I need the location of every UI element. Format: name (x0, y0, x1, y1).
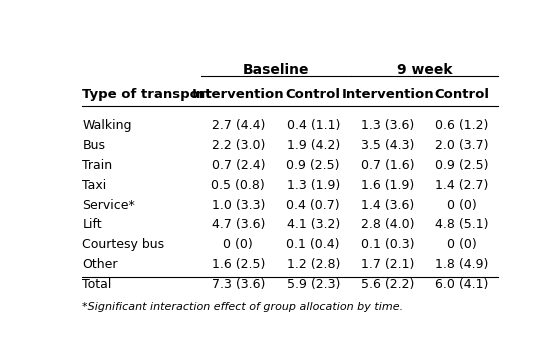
Text: 0.9 (2.5): 0.9 (2.5) (286, 159, 340, 172)
Text: Lift: Lift (82, 219, 102, 231)
Text: Taxi: Taxi (82, 179, 107, 192)
Text: 2.2 (3.0): 2.2 (3.0) (212, 139, 265, 152)
Text: *Significant interaction effect of group allocation by time.: *Significant interaction effect of group… (82, 302, 404, 312)
Text: 0.7 (2.4): 0.7 (2.4) (212, 159, 265, 172)
Text: Walking: Walking (82, 119, 132, 132)
Text: 0.4 (0.7): 0.4 (0.7) (286, 199, 340, 212)
Text: 4.7 (3.6): 4.7 (3.6) (212, 219, 265, 231)
Text: Control: Control (434, 88, 489, 101)
Text: 0.6 (1.2): 0.6 (1.2) (435, 119, 489, 132)
Text: 7.3 (3.6): 7.3 (3.6) (212, 278, 265, 291)
Text: Intervention: Intervention (192, 88, 285, 101)
Text: 0.4 (1.1): 0.4 (1.1) (286, 119, 340, 132)
Text: 9 week: 9 week (397, 63, 453, 77)
Text: 5.6 (2.2): 5.6 (2.2) (361, 278, 415, 291)
Text: 0 (0): 0 (0) (447, 199, 476, 212)
Text: 0 (0): 0 (0) (224, 238, 253, 251)
Text: 0.5 (0.8): 0.5 (0.8) (211, 179, 265, 192)
Text: 1.4 (3.6): 1.4 (3.6) (361, 199, 415, 212)
Text: 1.9 (4.2): 1.9 (4.2) (286, 139, 340, 152)
Text: 2.0 (3.7): 2.0 (3.7) (435, 139, 489, 152)
Text: 1.3 (3.6): 1.3 (3.6) (361, 119, 415, 132)
Text: Other: Other (82, 258, 118, 271)
Text: 2.7 (4.4): 2.7 (4.4) (212, 119, 265, 132)
Text: Courtesy bus: Courtesy bus (82, 238, 165, 251)
Text: 1.8 (4.9): 1.8 (4.9) (435, 258, 489, 271)
Text: 1.3 (1.9): 1.3 (1.9) (286, 179, 340, 192)
Text: 0.9 (2.5): 0.9 (2.5) (435, 159, 489, 172)
Text: 1.6 (1.9): 1.6 (1.9) (361, 179, 415, 192)
Text: 4.1 (3.2): 4.1 (3.2) (286, 219, 340, 231)
Text: Train: Train (82, 159, 112, 172)
Text: 4.8 (5.1): 4.8 (5.1) (435, 219, 489, 231)
Text: Type of transport: Type of transport (82, 88, 212, 101)
Text: 5.9 (2.3): 5.9 (2.3) (286, 278, 340, 291)
Text: Baseline: Baseline (242, 63, 309, 77)
Text: 1.0 (3.3): 1.0 (3.3) (212, 199, 265, 212)
Text: 6.0 (4.1): 6.0 (4.1) (435, 278, 489, 291)
Text: 0.7 (1.6): 0.7 (1.6) (361, 159, 415, 172)
Text: 3.5 (4.3): 3.5 (4.3) (361, 139, 415, 152)
Text: Bus: Bus (82, 139, 106, 152)
Text: 1.2 (2.8): 1.2 (2.8) (286, 258, 340, 271)
Text: Intervention: Intervention (342, 88, 434, 101)
Text: 1.7 (2.1): 1.7 (2.1) (361, 258, 415, 271)
Text: 0.1 (0.3): 0.1 (0.3) (361, 238, 415, 251)
Text: 1.6 (2.5): 1.6 (2.5) (212, 258, 265, 271)
Text: 0 (0): 0 (0) (447, 238, 476, 251)
Text: Control: Control (286, 88, 341, 101)
Text: 0.1 (0.4): 0.1 (0.4) (286, 238, 340, 251)
Text: Total: Total (82, 278, 112, 291)
Text: Service*: Service* (82, 199, 135, 212)
Text: 2.8 (4.0): 2.8 (4.0) (361, 219, 415, 231)
Text: 1.4 (2.7): 1.4 (2.7) (435, 179, 489, 192)
